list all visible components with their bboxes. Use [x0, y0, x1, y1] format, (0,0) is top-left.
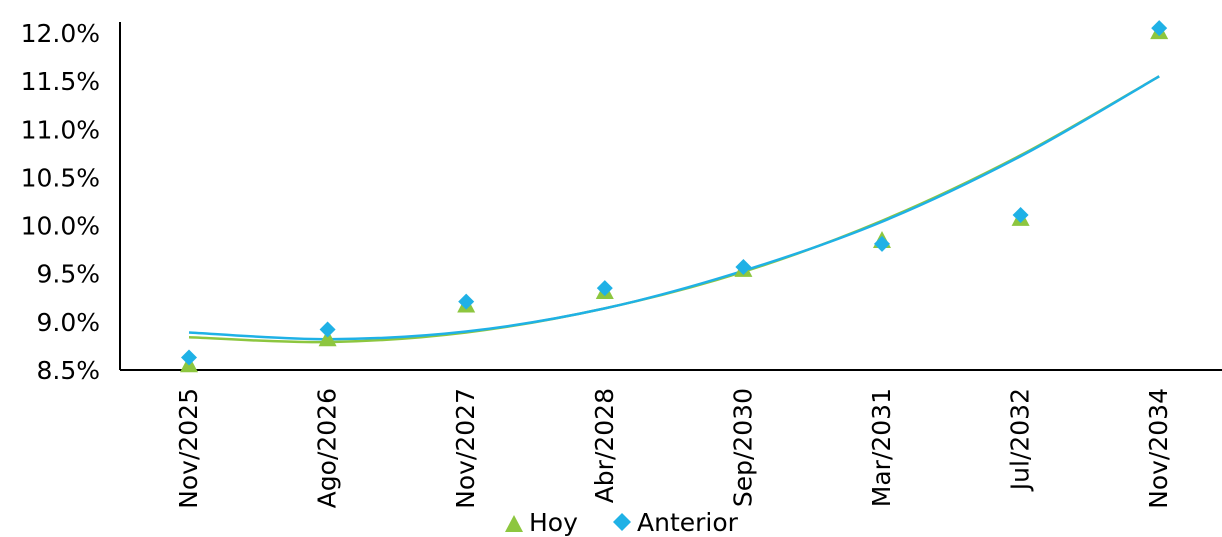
x-tick-label: Sep/2030	[728, 388, 757, 507]
x-tick-label: Ago/2026	[313, 388, 342, 508]
point-hoy	[318, 329, 337, 347]
point-anterior	[319, 321, 336, 338]
y-tick-label: 11.5%	[21, 67, 100, 96]
x-tick-label: Mar/2031	[867, 388, 896, 507]
point-anterior	[181, 349, 197, 366]
y-tick-label: 9.5%	[36, 260, 100, 289]
legend-triangle-marker	[505, 515, 523, 532]
x-tick-label: Jul/2032	[1006, 388, 1035, 492]
trendlines	[188, 75, 1160, 344]
point-anterior	[1012, 206, 1029, 223]
y-tick-label: 10.5%	[21, 163, 100, 192]
legend-label-anterior: Anterior	[637, 508, 739, 537]
x-tick-label: Nov/2025	[174, 388, 203, 509]
y-tick-label: 12.0%	[21, 19, 100, 48]
y-tick-labels: 8.5% 9.0% 9.5% 10.0% 10.5% 11.0% 11.5% 12.0%	[21, 19, 100, 385]
data-points	[180, 20, 1169, 373]
x-tick-label: Nov/2027	[451, 388, 480, 509]
y-tick-label: 11.0%	[21, 115, 100, 144]
point-anterior	[458, 293, 475, 310]
x-tick-labels: Nov/2025 Ago/2026 Nov/2027 Abr/2028 Sep/2030…	[174, 388, 1173, 509]
point-anterior	[874, 235, 890, 252]
legend-diamond-marker	[613, 513, 631, 531]
y-tick-label: 8.5%	[36, 356, 100, 385]
y-tick-label: 10.0%	[21, 212, 100, 241]
y-tick-label: 9.0%	[36, 308, 100, 337]
point-anterior	[1151, 20, 1168, 37]
point-anterior	[735, 258, 752, 275]
trendline-hoy	[188, 75, 1160, 344]
x-tick-label: Abr/2028	[590, 388, 619, 503]
trendline-anterior	[188, 75, 1160, 341]
legend: Hoy Anterior	[505, 508, 739, 537]
legend-label-hoy: Hoy	[529, 508, 578, 537]
axes	[119, 22, 1222, 371]
x-tick-label: Nov/2034	[1144, 388, 1173, 509]
point-anterior	[596, 280, 613, 297]
